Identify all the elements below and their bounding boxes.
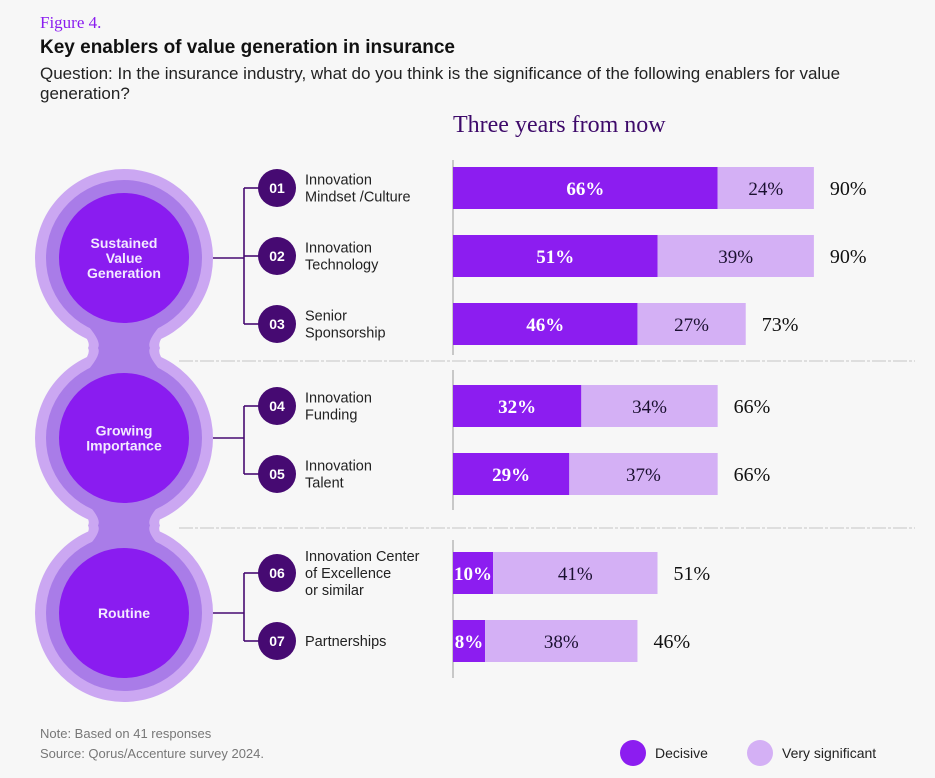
data-label-decisive: 8%: [455, 632, 484, 653]
data-label-decisive: 66%: [566, 179, 604, 200]
data-label-total: 46%: [653, 631, 690, 653]
data-label-total: 73%: [762, 314, 799, 336]
group-label: Growing: [96, 423, 153, 439]
item-number-badge: [258, 387, 296, 425]
data-label-decisive: 46%: [526, 315, 564, 336]
item-number-badge: [258, 237, 296, 275]
bar-very-significant: [637, 303, 746, 345]
data-label-decisive: 29%: [492, 465, 530, 486]
bar-decisive: [453, 453, 570, 495]
chart-subtitle: Three years from now: [453, 112, 666, 138]
survey-question: Question: In the insurance industry, wha…: [40, 64, 841, 103]
group-label: Routine: [98, 605, 150, 621]
item-label: Mindset /Culture: [305, 190, 411, 206]
group-label: Importance: [86, 438, 162, 454]
group-circle-1: [59, 193, 189, 323]
group-label: Sustained: [91, 235, 158, 251]
item-label: or similar: [305, 583, 364, 599]
bar-very-significant: [485, 620, 638, 662]
chart-title: Key enablers of value generation in insu…: [40, 37, 455, 58]
data-label-total: 51%: [674, 563, 711, 585]
item-number: 05: [269, 466, 285, 482]
figure-label: Figure 4.: [40, 13, 102, 32]
legend-swatch-decisive: [620, 740, 646, 766]
item-number-badge: [258, 455, 296, 493]
item-label: Funding: [305, 408, 357, 424]
group-circle-3: [59, 548, 189, 678]
note-text: Note: Based on 41 responses: [40, 726, 212, 741]
data-label-total: 90%: [830, 246, 867, 268]
item-label: Senior: [305, 309, 347, 325]
data-label-very-significant: 41%: [558, 564, 593, 585]
item-number: 06: [269, 565, 285, 581]
legend-item-decisive: Decisive: [620, 740, 708, 766]
data-label-decisive: 10%: [454, 564, 492, 585]
group-label: Value: [106, 250, 143, 266]
bar-decisive: [453, 167, 718, 209]
data-label-very-significant: 38%: [544, 632, 579, 653]
item-label: of Excellence: [305, 566, 391, 582]
data-label-total: 90%: [830, 178, 867, 200]
data-label-very-significant: 27%: [674, 315, 709, 336]
item-label: Innovation: [305, 391, 372, 407]
data-label-very-significant: 39%: [718, 247, 753, 268]
data-label-total: 66%: [734, 396, 771, 418]
data-label-decisive: 32%: [498, 397, 536, 418]
data-label-total: 66%: [734, 464, 771, 486]
bar-very-significant: [717, 167, 814, 209]
bar-very-significant: [581, 385, 718, 427]
item-number-badge: [258, 554, 296, 592]
legend-label-very-significant: Very significant: [782, 745, 877, 761]
group-circle-2: [59, 373, 189, 503]
data-label-decisive: 51%: [536, 247, 574, 268]
source-text: Source: Qorus/Accenture survey 2024.: [40, 746, 265, 761]
bar-very-significant: [569, 453, 718, 495]
item-label: Talent: [305, 476, 344, 492]
item-label: Innovation: [305, 459, 372, 475]
item-label: Partnerships: [305, 634, 386, 650]
bar-decisive: [453, 303, 638, 345]
item-label: Innovation: [305, 241, 372, 257]
item-label: Sponsorship: [305, 326, 386, 342]
legend-item-very-significant: Very significant: [747, 740, 876, 766]
data-label-very-significant: 34%: [632, 397, 667, 418]
item-label: Innovation Center: [305, 549, 420, 565]
group-label: Generation: [87, 265, 161, 281]
group-ring-middle-neck: [63, 300, 185, 396]
bar-decisive: [453, 235, 658, 277]
bar-very-significant: [657, 235, 814, 277]
item-label: Technology: [305, 258, 379, 274]
item-number: 02: [269, 248, 285, 264]
item-number-badge: [258, 305, 296, 343]
item-number: 03: [269, 316, 285, 332]
item-number: 07: [269, 633, 285, 649]
item-number: 01: [269, 180, 285, 196]
data-label-very-significant: 24%: [748, 179, 783, 200]
legend-label-decisive: Decisive: [655, 745, 708, 761]
data-label-very-significant: 37%: [626, 465, 661, 486]
group-ring-middle-neck: [63, 480, 185, 571]
item-number-badge: [258, 169, 296, 207]
bar-decisive: [453, 385, 582, 427]
item-number-badge: [258, 622, 296, 660]
bar-very-significant: [493, 552, 658, 594]
legend-swatch-very-significant: [747, 740, 773, 766]
item-label: Innovation: [305, 173, 372, 189]
bar-decisive: [453, 620, 486, 662]
item-number: 04: [269, 398, 285, 414]
bar-decisive: [453, 552, 494, 594]
